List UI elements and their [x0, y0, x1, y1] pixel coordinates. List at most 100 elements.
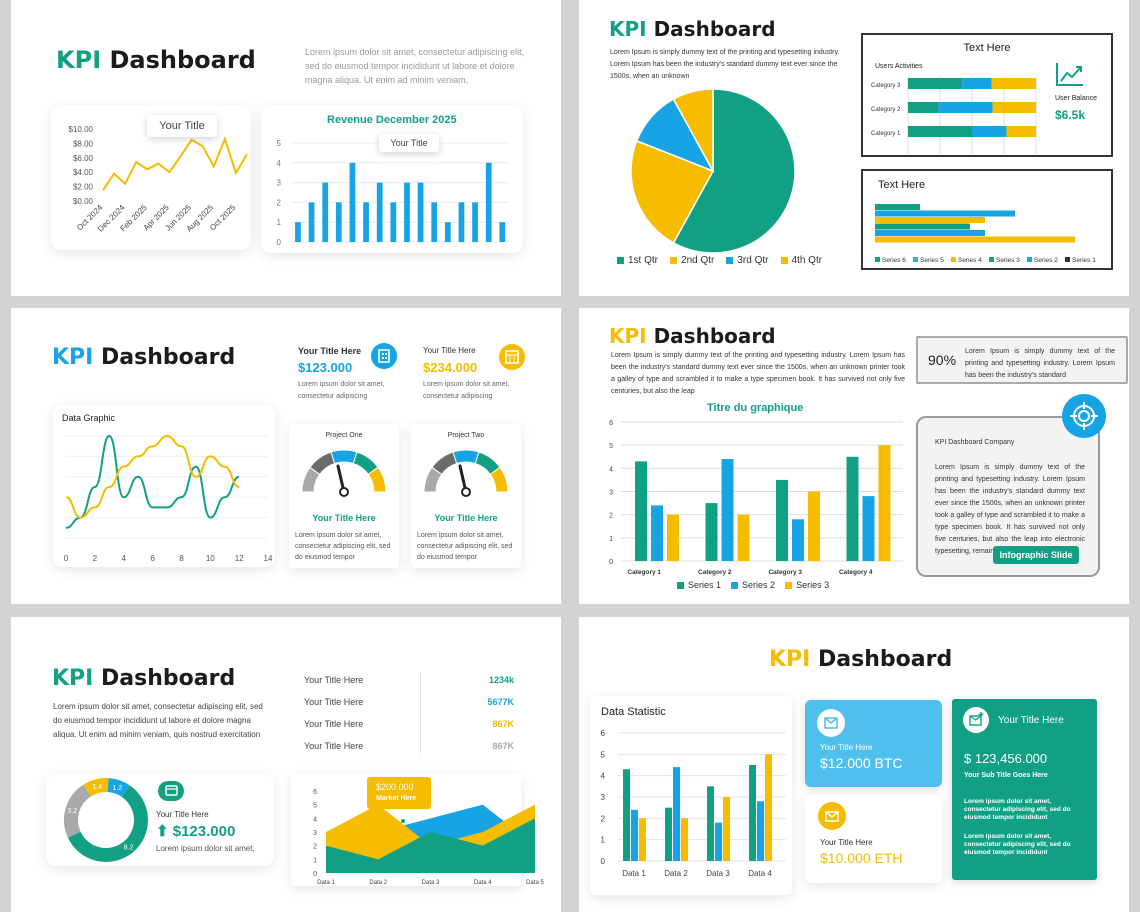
line-series: [102, 136, 248, 191]
gauge-card-1: Project One Your Title Here Lorem ipsum …: [289, 424, 399, 568]
kpi-value: $234.000: [423, 360, 478, 375]
kpi-title: Your Title Here: [298, 346, 362, 356]
trend-up-icon: [1055, 61, 1085, 92]
divider: [420, 673, 421, 753]
line-tooltip: Your Title: [147, 115, 217, 137]
y-tick-label: 1: [277, 218, 282, 227]
bar: [431, 202, 438, 242]
calculator-icon: [499, 344, 525, 370]
activity-box: Text Here Users Activities Category 3 Cat…: [861, 33, 1113, 157]
legend-swatch: [989, 257, 994, 262]
description: Lorem ipsum dolor sit amet, consectetur …: [305, 47, 525, 85]
y-tick-label: 1: [601, 836, 606, 845]
y-tick-label: 0: [601, 857, 606, 866]
y-tick-label: 3: [609, 490, 613, 497]
bar: [875, 204, 920, 210]
donut-segment: [83, 778, 109, 797]
gauge-label: Project One: [325, 432, 363, 439]
legend-item: 1st Qtr: [617, 255, 658, 266]
marker-dot: [401, 819, 405, 823]
users-activities-label: Users Activities: [875, 63, 923, 70]
kpi-title: Your Title Here: [423, 346, 476, 355]
legend-item: Series 2: [731, 580, 775, 590]
y-tick-label: 2: [601, 814, 606, 823]
chart-title: Titre du graphique: [707, 402, 804, 414]
category-label: Category 1: [871, 131, 901, 137]
legend-item: Series 1: [677, 580, 721, 590]
bar: [757, 801, 764, 861]
donut-label: 3.2: [68, 808, 78, 815]
category-label: Data 4: [748, 869, 772, 878]
bar: [499, 222, 506, 242]
y-tick-label: 2: [313, 844, 317, 851]
donut-label: 1.2: [112, 785, 122, 792]
bar-segment: [908, 126, 972, 137]
gauge-segment: [367, 466, 387, 493]
summary-subtitle: Your Sub Title Goes Here: [964, 772, 1048, 779]
building-icon: [371, 343, 397, 369]
y-tick-label: 4: [601, 772, 606, 781]
horizontal-bar-chart: Series 6 Series 5 Series 4 Series 3 Series 2…: [875, 204, 1096, 264]
x-tick-label: Data 5: [526, 880, 544, 886]
chart-legend: Series 1 Series 2 Series 3: [677, 580, 829, 590]
bar: [363, 202, 369, 242]
legend-item: 2nd Qtr: [670, 255, 714, 266]
box-title: Text Here: [963, 42, 1011, 54]
arrow-up-icon: ⬆: [156, 823, 169, 840]
line-chart-card: $10.00 $8.00 $6.00 $4.00 $2.00 $0.00 Oct 2024 D…: [51, 105, 251, 250]
x-tick-label: Data 4: [474, 880, 492, 886]
summary-text-2: Lorem ipsum dolor sit amet, consectetur …: [964, 833, 1071, 856]
company-text: Lorem Ipsum is simply dummy text of the …: [935, 464, 1085, 555]
donut-label: 1.4: [92, 784, 102, 791]
bar: [792, 519, 804, 561]
bar: [862, 496, 875, 561]
bar: [308, 202, 315, 242]
table-row: Your Title Here 5677K: [304, 697, 514, 707]
bar: [875, 236, 1075, 243]
box-title: Text Here: [878, 179, 926, 191]
gauge-text: Lorem ipsum dolor sit amet, consectetur …: [295, 532, 391, 561]
kpi-text: Lorem ipsum dolor sit amet, consectetur …: [298, 381, 385, 400]
y-tick-label: 2: [609, 513, 613, 520]
x-tick-label: Data 2: [369, 880, 387, 886]
slide-3: KPI Dashboard Your Title Here $123.000 L…: [11, 308, 561, 604]
bar: [723, 797, 730, 861]
category-label: Data 1: [622, 869, 646, 878]
bar: [705, 503, 718, 561]
legend-swatch: [1027, 257, 1032, 262]
btc-card: Your Title Here $12.000 BTC: [805, 700, 942, 787]
legend-label: Series 6: [882, 257, 906, 264]
target-icon: [1062, 394, 1106, 438]
donut-segment: [107, 778, 130, 798]
y-tick-label: 6: [609, 420, 613, 427]
category-label: Category 2: [871, 107, 901, 113]
y-tick-label: 5: [277, 139, 282, 148]
bar: [673, 767, 680, 861]
y-tick-label: $0.00: [73, 197, 94, 206]
bar: [390, 202, 397, 242]
x-tick-label: Data 3: [422, 880, 440, 886]
value-table: Your Title Here 1234k Your Title Here 5677…: [304, 673, 514, 763]
donut-text: Lorem ipsum dolor sit amet,: [156, 844, 255, 853]
bar: [349, 162, 356, 242]
bar: [715, 822, 722, 861]
infographic-button[interactable]: Infographic Slide: [993, 546, 1079, 564]
bar-segment: [972, 126, 1007, 137]
bar-segment: [908, 102, 939, 113]
legend-item: 4th Qtr: [780, 255, 822, 266]
gauge-segment: [489, 466, 509, 493]
bar: [322, 182, 329, 242]
compose-icon: [963, 707, 989, 733]
gauge-hub: [339, 487, 349, 497]
company-box: KPI Dashboard Company Lorem Ipsum is sim…: [916, 416, 1100, 577]
area-series: [326, 818, 535, 873]
kpi-block-1: Your Title Here $123.000 Lorem ipsum dol…: [298, 346, 408, 403]
gauge-card-2: Project Two Your Title Here Lorem ipsum …: [411, 424, 521, 568]
category-label: Category 2: [698, 569, 732, 576]
category-label: Data 2: [664, 869, 688, 878]
x-tick-label: 6: [150, 554, 155, 563]
x-tick-label: 2: [93, 554, 98, 563]
x-tick-label: 0: [64, 554, 69, 563]
category-label: Data 3: [706, 869, 730, 878]
y-tick-label: 0: [313, 871, 317, 878]
